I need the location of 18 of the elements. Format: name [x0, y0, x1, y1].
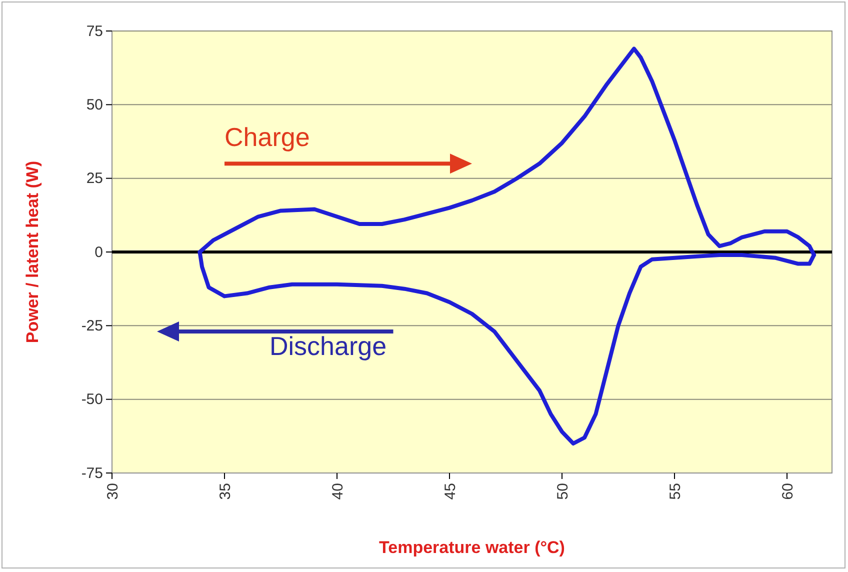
x-tick-label: 35: [216, 483, 234, 500]
y-tick-label: -25: [81, 317, 103, 334]
annotation: Discharge: [270, 331, 387, 362]
y-tick-label: 0: [94, 244, 103, 261]
y-tick-label: 25: [86, 170, 103, 188]
y-tick-label: -50: [81, 391, 103, 408]
x-tick-label: 60: [779, 483, 796, 500]
x-axis-title: Temperature water (°C): [379, 538, 565, 557]
y-tick-label: 75: [86, 22, 103, 40]
y-axis-title: Power / latent heat (W): [23, 160, 42, 344]
y-tick-label: -75: [81, 464, 103, 482]
y-tick-label: 50: [86, 96, 103, 114]
annotation: Charge: [224, 122, 310, 152]
x-tick-label: 40: [329, 483, 346, 500]
x-tick-label: 30: [104, 483, 122, 500]
x-tick-label: 50: [554, 483, 572, 500]
x-tick-label: 55: [666, 483, 684, 500]
x-tick-label: 45: [442, 483, 459, 500]
